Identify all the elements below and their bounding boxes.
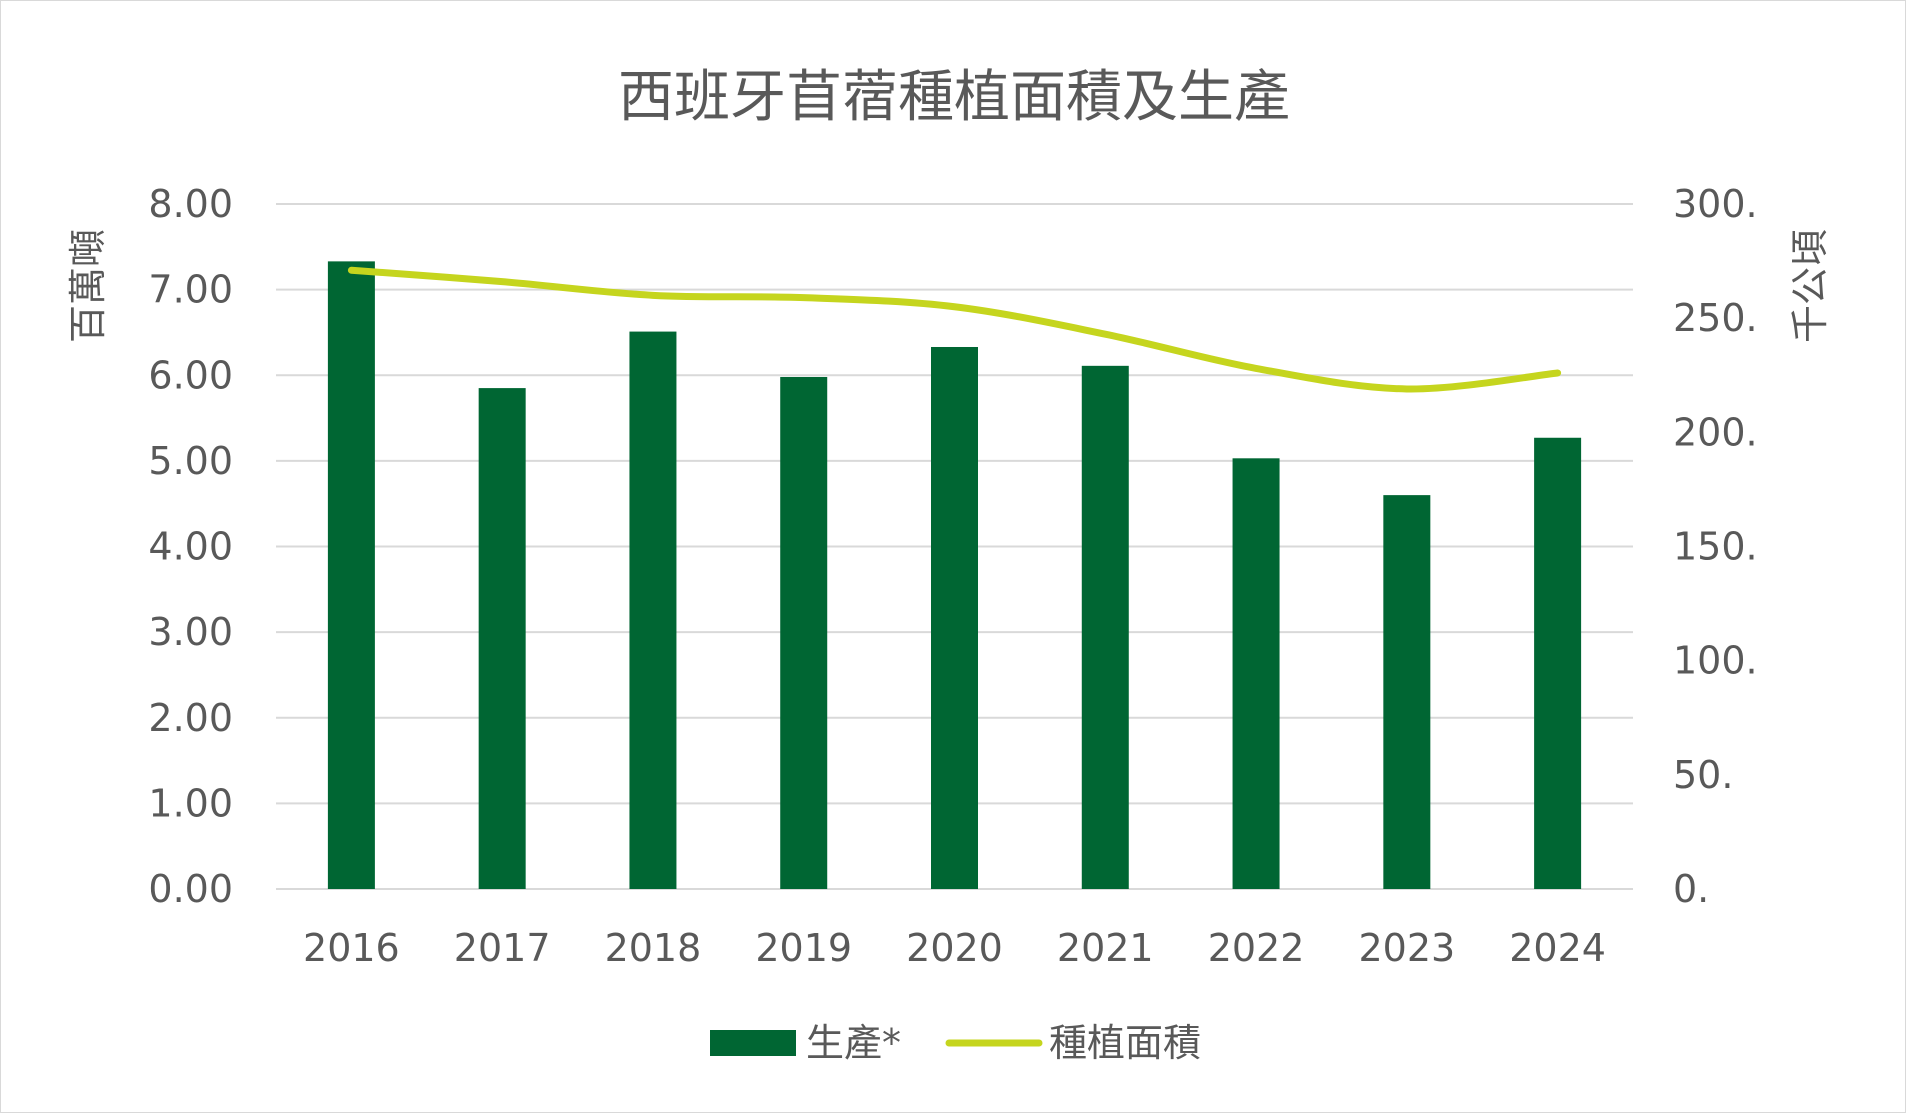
legend-bar-swatch <box>710 1030 796 1056</box>
bar-2016 <box>327 261 375 889</box>
right-tick-label: 300. <box>1673 182 1758 226</box>
x-axis-ticks: 2016 2017 2018 2019 2020 2021 2022 2023 2024 <box>303 926 1606 970</box>
left-tick-label: 8.00 <box>148 182 233 226</box>
bar-series <box>327 261 1582 889</box>
x-tick-label: 2016 <box>303 926 400 970</box>
chart-title: 西班牙苜蓿種植面積及生產 <box>618 65 1290 130</box>
right-tick-label: 50. <box>1673 753 1733 797</box>
bar-2018 <box>629 331 677 889</box>
left-tick-label: 1.00 <box>148 781 233 825</box>
left-tick-label: 2.00 <box>148 696 233 740</box>
right-tick-label: 150. <box>1673 525 1758 569</box>
x-tick-label: 2017 <box>454 926 551 970</box>
x-tick-label: 2019 <box>755 926 852 970</box>
right-tick-label: 250. <box>1673 296 1758 340</box>
left-tick-label: 7.00 <box>148 268 233 312</box>
bar-2024 <box>1534 437 1582 889</box>
bar-2023 <box>1383 495 1431 889</box>
left-axis-title: 百萬噸 <box>66 229 110 343</box>
right-tick-label: 200. <box>1673 410 1758 454</box>
bar-2022 <box>1232 458 1280 889</box>
left-axis-ticks: 0.00 1.00 2.00 3.00 4.00 5.00 6.00 7.00 8.00 <box>148 182 233 911</box>
x-tick-label: 2021 <box>1057 926 1154 970</box>
right-axis-title: 千公頃 <box>1788 229 1832 343</box>
bar-2020 <box>931 346 978 889</box>
left-tick-label: 3.00 <box>148 610 233 654</box>
left-tick-label: 4.00 <box>148 525 233 569</box>
right-axis-ticks: 0. 50. 100. 150. 200. 250. 300. <box>1673 182 1758 911</box>
bar-2021 <box>1081 365 1129 889</box>
legend-bar-label: 生產* <box>806 1021 901 1065</box>
area-line <box>347 266 1562 393</box>
left-tick-label: 6.00 <box>148 353 233 397</box>
left-tick-label: 5.00 <box>148 439 233 483</box>
line-series <box>347 266 1562 393</box>
right-tick-label: 100. <box>1673 639 1758 683</box>
legend: 生產* 種植面積 <box>710 1021 1201 1065</box>
x-tick-label: 2022 <box>1208 926 1305 970</box>
left-tick-label: 0.00 <box>148 867 233 911</box>
x-tick-label: 2018 <box>605 926 702 970</box>
x-tick-label: 2023 <box>1358 926 1455 970</box>
legend-line-label: 種植面積 <box>1049 1021 1201 1065</box>
bar-2017 <box>478 388 526 889</box>
right-tick-label: 0. <box>1673 867 1709 911</box>
bar-2019 <box>780 376 828 889</box>
x-tick-label: 2024 <box>1509 926 1606 970</box>
x-tick-label: 2020 <box>906 926 1003 970</box>
